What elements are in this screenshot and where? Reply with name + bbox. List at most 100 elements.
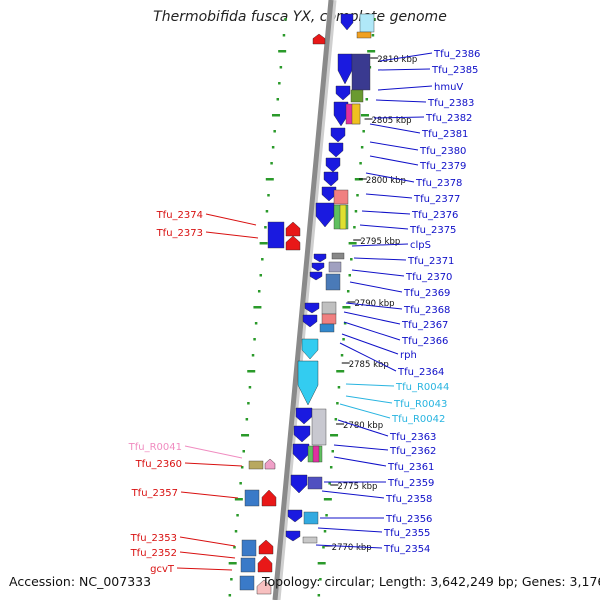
forward-gene-label: hmuV [434,82,463,93]
reverse-gene-label: Tfu_2360 [135,459,182,470]
forward-gene-label: Tfu_2386 [433,49,480,60]
track-tick-0 [257,290,261,293]
track-tick-0 [267,194,270,197]
forward-gene-label: Tfu_2376 [411,210,458,221]
gene-block-reverse [241,539,257,557]
gene-block-forward [350,89,364,103]
track-tick-1 [319,578,322,581]
forward-leader-line [377,68,431,71]
track-tick-1 [323,498,332,501]
forward-gene-label: Tfu_2383 [427,98,474,109]
gene-block-forward [333,189,349,205]
forward-leader-line [337,419,389,437]
track-tick-1 [348,242,357,245]
topology-text: Topology: circular; Length: 3,642,249 bp… [262,574,600,589]
forward-leader-line [377,85,433,91]
track-tick-0 [264,226,267,229]
track-tick-0 [265,178,274,181]
track-tick-1 [325,514,328,517]
track-tick-1 [360,146,364,149]
gene-block-reverse [240,557,256,573]
track-tick-1 [336,370,345,373]
gene-arrow-forward [328,142,344,158]
track-tick-1 [353,226,356,229]
track-tick-0 [279,66,283,69]
track-tick-1 [323,530,327,533]
backbone [272,0,334,600]
gene-block-forward [319,323,335,333]
track-tick-1 [334,418,338,421]
forward-leader-line [333,456,387,467]
gene-arrow-forward [315,202,335,228]
gene-arrow-reverse [257,555,273,573]
gene-block-forward [307,476,323,490]
track-tick-0 [234,498,243,501]
track-tick-1 [362,130,365,133]
forward-gene-label: Tfu_2355 [383,528,430,539]
track-tick-0 [234,530,238,533]
track-tick-1 [328,482,331,485]
track-tick-1 [331,450,334,453]
ruler-label: 2790 kbp [354,299,394,309]
track-tick-0 [248,386,252,389]
gene-block-forward [302,536,318,544]
forward-gene-label: Tfu_2381 [421,129,468,140]
track-tick-0 [230,578,233,581]
gene-block-reverse [248,460,264,470]
track-tick-0 [228,562,237,565]
forward-gene-label: Tfu_2356 [385,514,432,525]
track-tick-1 [371,34,375,37]
gene-block-forward [321,301,337,315]
gene-arrow-forward [290,474,308,494]
forward-leader-line [341,333,399,355]
gene-block-forward [303,511,319,525]
gene-arrow-forward [321,186,337,202]
ruler-label: 2800 kbp [366,176,406,186]
forward-gene-label: Tfu_2375 [409,225,456,236]
track-tick-0 [282,34,286,37]
forward-gene-label: Tfu_2354 [383,544,430,555]
reverse-leader-line [179,551,236,559]
ruler-label: 2780 kbp [343,421,383,431]
track-tick-0 [242,450,245,453]
forward-gene-label: Tfu_2366 [401,336,448,347]
forward-gene-label: rph [400,350,417,361]
reverse-leader-line [176,567,233,571]
track-tick-0 [271,114,280,117]
gene-block-forward [311,408,327,446]
gene-block-forward [356,31,372,39]
forward-gene-label: Tfu_2378 [415,178,462,189]
forward-leader-line [379,52,433,62]
track-tick-0 [270,162,273,165]
forward-gene-label: Tfu_2380 [419,146,466,157]
gene-arrow-forward [293,425,311,443]
track-tick-0 [253,338,256,341]
track-tick-1 [330,434,339,437]
track-tick-0 [247,370,256,373]
forward-gene-label: clpS [410,240,431,251]
gene-arrow-forward [304,302,320,314]
track-tick-1 [336,402,339,405]
track-tick-0 [241,434,250,437]
track-tick-0 [278,82,281,85]
gene-block-forward [359,13,375,33]
track-tick-1 [337,386,341,389]
gene-arrow-reverse [285,235,301,251]
track-tick-1 [317,562,326,565]
track-tick-1 [343,322,347,325]
track-tick-0 [265,210,269,213]
gene-arrow-forward [292,443,310,463]
track-tick-1 [342,306,351,309]
track-tick-0 [247,402,250,405]
forward-gene-label: Tfu_2359 [387,478,434,489]
forward-leader-line [345,302,403,310]
forward-gene-label: Tfu_2367 [401,320,448,331]
track-tick-1 [322,546,325,549]
reverse-gene-label: Tfu_R0041 [128,442,182,453]
gene-arrow-reverse [285,221,301,237]
forward-leader-line [353,257,407,261]
track-tick-0 [236,514,239,517]
forward-leader-line [317,527,383,533]
forward-leader-line [361,210,411,215]
